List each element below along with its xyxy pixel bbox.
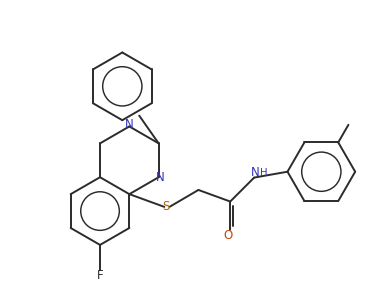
Text: H: H <box>261 168 268 178</box>
Text: O: O <box>223 229 233 241</box>
Text: N: N <box>251 166 259 179</box>
Text: S: S <box>163 201 170 213</box>
Text: F: F <box>97 269 103 282</box>
Text: N: N <box>156 171 165 184</box>
Text: N: N <box>125 118 134 131</box>
